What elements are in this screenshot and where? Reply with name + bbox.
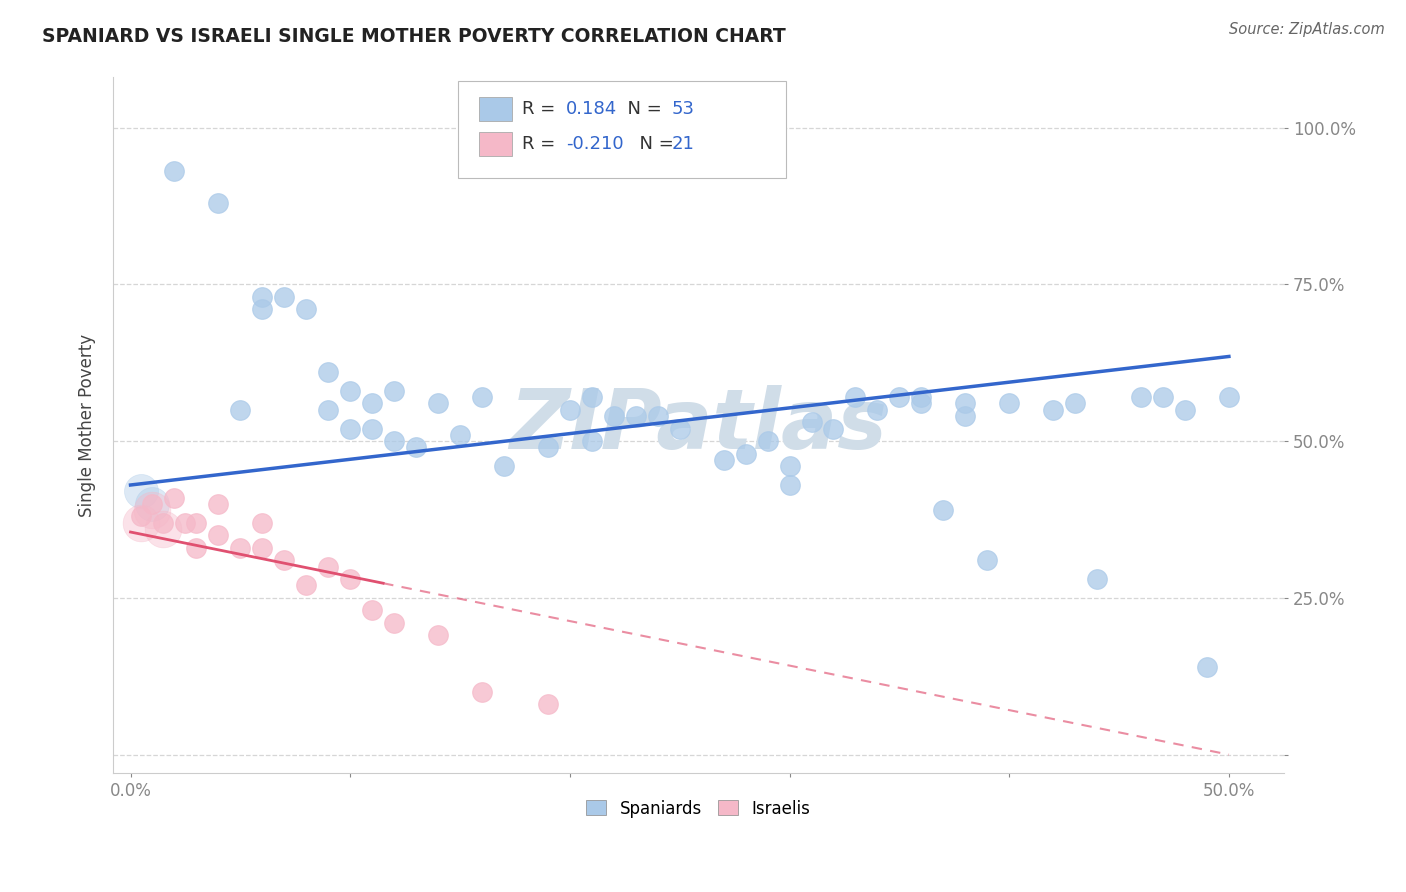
Point [163, 164, 186, 178]
Point [229, 402, 252, 417]
Point [624, 409, 647, 423]
Point [316, 402, 339, 417]
Point [382, 384, 405, 398]
Point [779, 459, 801, 474]
Point [316, 559, 339, 574]
FancyBboxPatch shape [479, 97, 512, 121]
Point [252, 516, 274, 530]
Point [734, 447, 756, 461]
Point [174, 516, 197, 530]
Point [910, 396, 932, 410]
Point [889, 390, 911, 404]
Point [339, 421, 361, 435]
Point [152, 522, 174, 536]
Point [1042, 402, 1064, 417]
Point [186, 516, 208, 530]
Point [273, 553, 295, 567]
Point [295, 302, 318, 317]
Point [405, 441, 427, 455]
Point [131, 516, 153, 530]
Point [955, 396, 977, 410]
Text: -0.210: -0.210 [567, 135, 624, 153]
Point [252, 290, 274, 304]
Point [141, 503, 163, 517]
Point [668, 421, 690, 435]
Point [252, 541, 274, 555]
Point [537, 698, 560, 712]
Text: N =: N = [628, 135, 679, 153]
Point [131, 509, 153, 524]
Point [581, 390, 603, 404]
Point [229, 541, 252, 555]
Point [932, 503, 955, 517]
Text: R =: R = [522, 135, 561, 153]
Point [207, 528, 229, 542]
Text: 53: 53 [672, 100, 695, 118]
Point [207, 497, 229, 511]
Point [1064, 396, 1087, 410]
Point [471, 390, 494, 404]
Point [647, 409, 669, 423]
Point [141, 497, 163, 511]
Point [823, 421, 845, 435]
Text: 0.184: 0.184 [567, 100, 617, 118]
Point [449, 427, 471, 442]
Point [361, 396, 384, 410]
Text: N =: N = [616, 100, 668, 118]
Point [1085, 572, 1108, 586]
Point [603, 409, 626, 423]
Text: ZIPatlas: ZIPatlas [509, 385, 887, 466]
Point [252, 302, 274, 317]
Point [186, 541, 208, 555]
Point [207, 195, 229, 210]
Point [537, 441, 560, 455]
Point [152, 516, 174, 530]
Point [998, 396, 1021, 410]
Text: 21: 21 [672, 135, 695, 153]
Point [273, 290, 295, 304]
Point [1174, 402, 1197, 417]
Point [382, 434, 405, 449]
Point [844, 390, 866, 404]
Point [581, 434, 603, 449]
Point [1195, 660, 1218, 674]
FancyBboxPatch shape [479, 132, 512, 156]
Point [131, 484, 153, 499]
Text: Source: ZipAtlas.com: Source: ZipAtlas.com [1229, 22, 1385, 37]
Point [361, 421, 384, 435]
Point [976, 553, 998, 567]
Point [1218, 390, 1240, 404]
Text: R =: R = [522, 100, 561, 118]
Point [713, 453, 735, 467]
FancyBboxPatch shape [458, 81, 786, 178]
Point [1152, 390, 1174, 404]
Point [756, 434, 779, 449]
Point [471, 685, 494, 699]
Text: SPANIARD VS ISRAELI SINGLE MOTHER POVERTY CORRELATION CHART: SPANIARD VS ISRAELI SINGLE MOTHER POVERT… [42, 27, 786, 45]
Point [1130, 390, 1153, 404]
Point [427, 396, 450, 410]
Point [295, 578, 318, 592]
Point [141, 497, 163, 511]
Point [361, 603, 384, 617]
Y-axis label: Single Mother Poverty: Single Mother Poverty [79, 334, 96, 517]
Point [339, 572, 361, 586]
Point [955, 409, 977, 423]
Point [800, 415, 823, 429]
Point [316, 365, 339, 379]
Point [779, 478, 801, 492]
Legend: Spaniards, Israelis: Spaniards, Israelis [579, 793, 817, 824]
Point [558, 402, 581, 417]
Point [382, 615, 405, 630]
Point [163, 491, 186, 505]
Point [866, 402, 889, 417]
Point [339, 384, 361, 398]
Point [427, 628, 450, 642]
Point [910, 390, 932, 404]
Point [492, 459, 515, 474]
